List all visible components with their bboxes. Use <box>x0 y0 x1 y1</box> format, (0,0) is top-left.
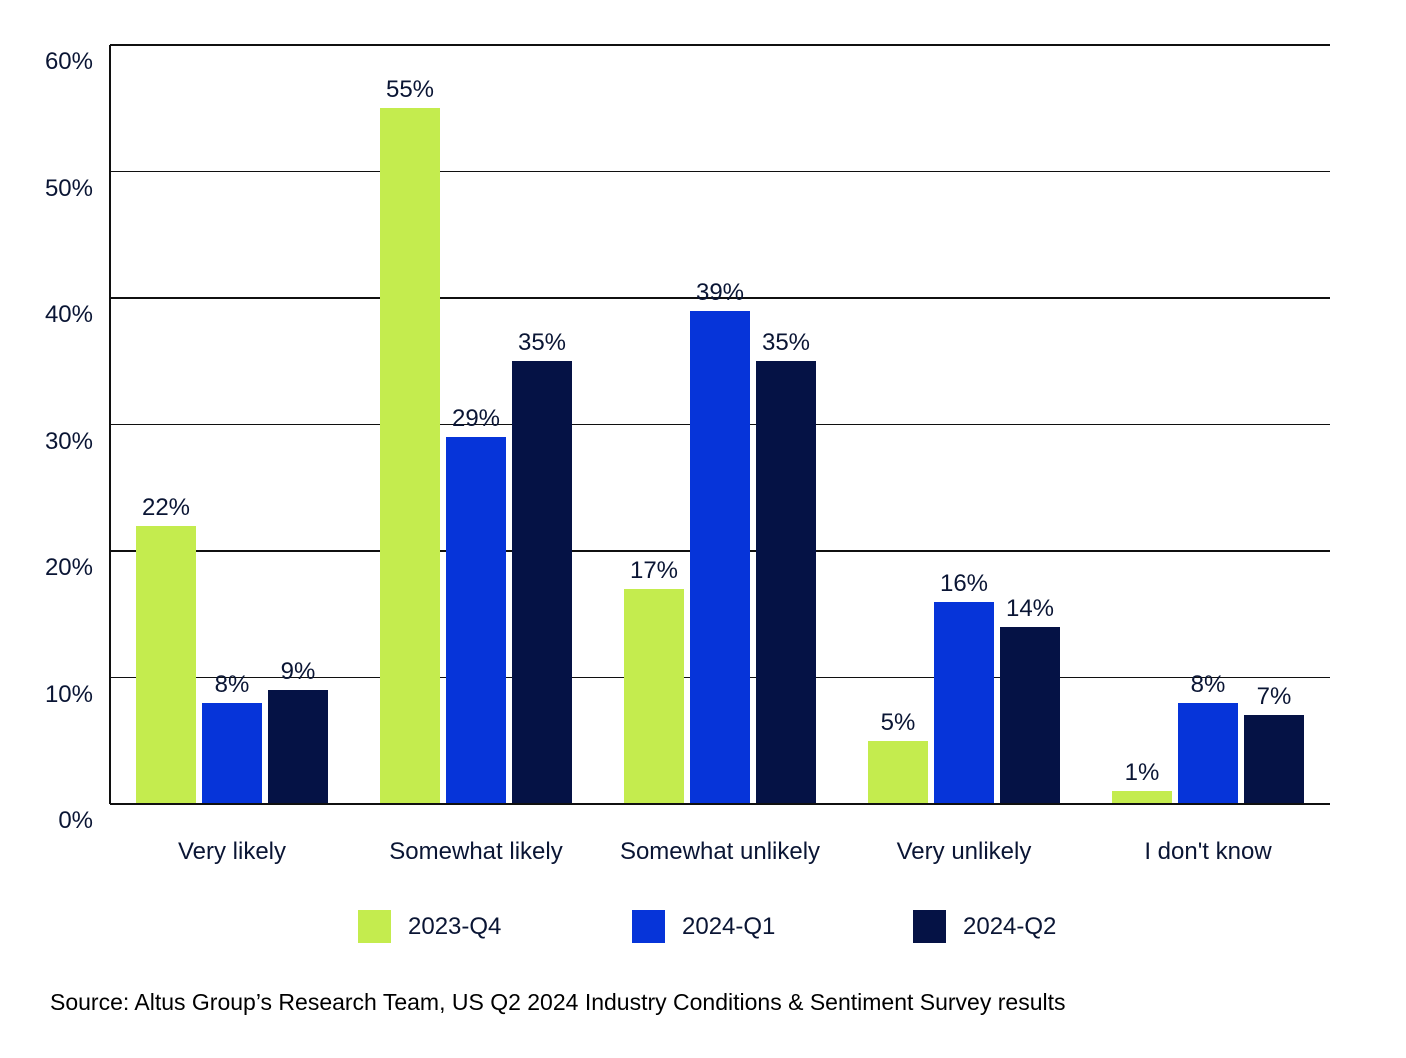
legend-swatch <box>632 910 665 943</box>
gridline <box>110 170 1330 173</box>
bar-value-label: 8% <box>1190 670 1226 698</box>
bar <box>268 690 328 804</box>
bar <box>446 437 506 804</box>
y-axis-tick-label: 30% <box>44 427 93 455</box>
legend-label: 2024-Q1 <box>682 913 776 940</box>
bar <box>1178 702 1238 804</box>
gridline <box>110 44 1330 46</box>
bar <box>690 310 750 804</box>
bar <box>624 588 684 804</box>
x-axis-baseline <box>110 803 1330 805</box>
bar <box>1000 626 1060 804</box>
legend-item-2023-q4: 2023-Q4 <box>358 910 501 943</box>
bar-value-label: 55% <box>385 76 435 104</box>
y-axis-tick-label: 50% <box>44 174 93 202</box>
bar-value-label: 9% <box>280 658 316 686</box>
x-axis-category-label: Somewhat unlikely <box>619 838 821 865</box>
legend-swatch <box>913 910 946 943</box>
bar-value-label: 14% <box>1005 594 1055 622</box>
bar-value-label: 29% <box>451 405 501 433</box>
bar <box>512 361 572 804</box>
legend-swatch <box>358 910 391 943</box>
x-axis-category-label: Very unlikely <box>896 838 1032 865</box>
bar <box>380 108 440 804</box>
gridline <box>110 297 1330 299</box>
bar <box>1112 791 1172 804</box>
y-axis-tick-label: 60% <box>44 48 93 75</box>
legend-item-2024-q2: 2024-Q2 <box>913 910 1056 943</box>
y-axis-tick-label: 20% <box>44 554 93 581</box>
legend-item-2024-q1: 2024-Q1 <box>632 910 775 943</box>
y-axis-tick-label: 10% <box>44 680 93 708</box>
bar <box>136 525 196 804</box>
bar <box>756 361 816 804</box>
x-axis-category-label: I don't know <box>1144 838 1272 865</box>
bar-value-label: 5% <box>880 708 916 736</box>
bar <box>868 740 928 804</box>
legend-label: 2023-Q4 <box>408 913 502 940</box>
source-note: Source: Altus Group’s Research Team, US … <box>50 989 1066 1015</box>
x-axis-category-label: Somewhat likely <box>389 838 563 865</box>
bar-value-label: 35% <box>517 329 567 357</box>
bar-value-label: 17% <box>629 556 679 584</box>
x-axis-category-label: Very likely <box>177 838 287 865</box>
bar-value-label: 39% <box>695 278 745 306</box>
y-axis-tick-label: 40% <box>44 301 93 328</box>
bar <box>202 702 262 804</box>
y-axis-tick-label: 0% <box>58 807 93 834</box>
bar <box>1244 715 1304 804</box>
bar-value-label: 16% <box>939 569 989 597</box>
bar-value-label: 35% <box>761 329 811 357</box>
bar-value-label: 8% <box>214 670 250 698</box>
bar-value-label: 22% <box>141 493 191 521</box>
bar <box>934 601 994 804</box>
y-axis-line <box>109 45 111 804</box>
bar-value-label: 7% <box>1256 683 1292 711</box>
bar-value-label: 1% <box>1124 759 1160 787</box>
legend-label: 2024-Q2 <box>963 913 1057 940</box>
